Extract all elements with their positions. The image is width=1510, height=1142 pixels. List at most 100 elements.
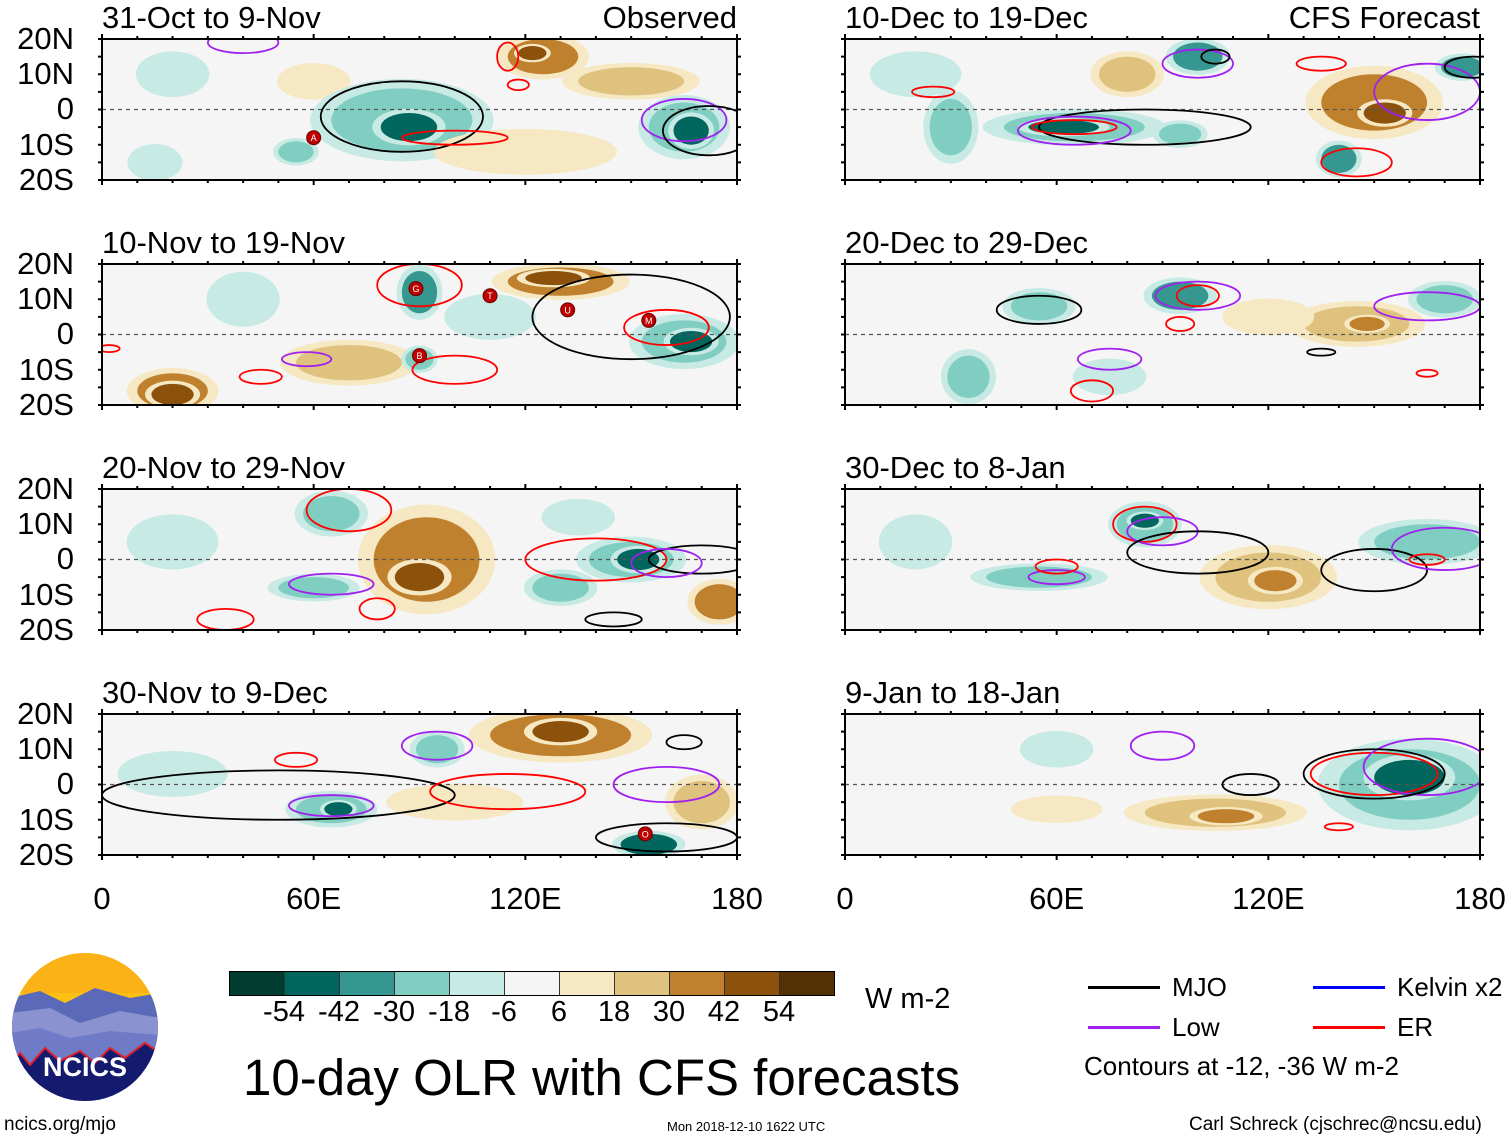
contour-er bbox=[376, 264, 463, 308]
colorbar-tick-label: 42 bbox=[707, 996, 741, 1028]
map-panel bbox=[841, 709, 1484, 860]
lon-label: 120E bbox=[489, 881, 562, 916]
olr-anomaly bbox=[1254, 570, 1297, 592]
lat-label: 20S bbox=[18, 161, 74, 197]
olr-anomaly bbox=[1197, 809, 1255, 824]
contour-er bbox=[911, 85, 956, 99]
map-panel bbox=[98, 484, 741, 635]
cyclone-label: O bbox=[642, 829, 649, 839]
colorbar bbox=[229, 971, 835, 996]
legend-label: Kelvin x2 bbox=[1397, 972, 1503, 1002]
legend-line-kelvin bbox=[1313, 986, 1385, 989]
contour-mjo bbox=[531, 273, 731, 361]
olr-anomaly bbox=[550, 503, 607, 532]
olr-anomaly bbox=[296, 345, 402, 381]
contour-er bbox=[1309, 751, 1439, 796]
contour-low bbox=[1362, 737, 1480, 796]
legend-label: MJO bbox=[1172, 972, 1227, 1002]
olr-anomaly bbox=[986, 566, 1092, 588]
contour-er bbox=[102, 344, 121, 354]
olr-anomaly bbox=[214, 278, 272, 321]
colorbar-tick-label: -54 bbox=[263, 996, 305, 1028]
colorbar-swatch bbox=[340, 972, 395, 995]
contour-low bbox=[1016, 115, 1132, 146]
olr-anomaly bbox=[380, 113, 438, 142]
cyclone-label: G bbox=[412, 284, 419, 294]
olr-anomaly bbox=[324, 802, 353, 817]
olr-anomaly bbox=[1374, 759, 1445, 796]
contour-er bbox=[1165, 315, 1196, 332]
contour-er bbox=[1069, 379, 1115, 403]
olr-anomaly bbox=[1010, 292, 1068, 321]
lat-label: 20S bbox=[18, 386, 74, 422]
figure-title: 10-day OLR with CFS forecasts bbox=[243, 1049, 961, 1106]
contour-er bbox=[496, 41, 520, 72]
cyclone-label: B bbox=[416, 351, 422, 361]
lat-label: 10N bbox=[17, 281, 74, 317]
olr-anomaly bbox=[303, 496, 360, 532]
contour-low bbox=[1129, 730, 1196, 761]
contour-mjo bbox=[665, 734, 703, 751]
colorbar-swatch bbox=[560, 972, 615, 995]
olr-anomaly bbox=[1233, 302, 1304, 331]
lon-label: 0 bbox=[93, 881, 111, 916]
cyclone-marker bbox=[560, 302, 576, 318]
contour-mjo bbox=[1038, 108, 1252, 146]
lat-label: 20N bbox=[17, 21, 74, 56]
contour-note: Contours at -12, -36 W m-2 bbox=[1084, 1051, 1399, 1081]
olr-anomaly bbox=[673, 116, 709, 145]
panel-title: 30-Dec to 8-Jan bbox=[845, 450, 1066, 485]
olr-anomaly bbox=[144, 56, 201, 92]
contour-mjo bbox=[1221, 773, 1280, 796]
colorbar-tick-label: -42 bbox=[318, 996, 360, 1028]
contour-er bbox=[1295, 55, 1347, 72]
contour-er bbox=[1323, 822, 1354, 832]
contour-er bbox=[1408, 553, 1446, 566]
colorbar-tick-label: 6 bbox=[550, 996, 568, 1028]
contour-low bbox=[281, 351, 333, 368]
lon-label: 180 bbox=[1454, 881, 1506, 916]
lon-label: 120E bbox=[1232, 881, 1305, 916]
contour-er bbox=[1034, 558, 1079, 575]
colorbar-swatch bbox=[230, 972, 285, 995]
lat-label: 20S bbox=[18, 611, 74, 647]
olr-anomaly bbox=[454, 299, 526, 335]
contour-er bbox=[1415, 368, 1439, 378]
olr-anomaly bbox=[1099, 56, 1156, 92]
olr-anomaly bbox=[947, 355, 990, 398]
panel-tag: Observed bbox=[602, 0, 737, 35]
colorbar-swatch bbox=[450, 972, 505, 995]
olr-anomaly bbox=[401, 788, 508, 817]
contour-er bbox=[411, 354, 499, 385]
footer-url[interactable]: ncics.org/mjo bbox=[4, 1114, 116, 1135]
lat-label: 0 bbox=[56, 91, 74, 127]
contour-mjo bbox=[595, 822, 737, 853]
contour-mjo bbox=[1306, 347, 1337, 357]
olr-anomaly bbox=[1416, 285, 1473, 314]
map-panel: G T U M B bbox=[98, 259, 741, 410]
olr-anomaly bbox=[887, 520, 944, 564]
contour-er bbox=[238, 368, 283, 385]
panel-title: 31-Oct to 9-Nov bbox=[102, 0, 321, 35]
contour-mjo bbox=[1320, 548, 1428, 593]
olr-anomaly bbox=[394, 563, 445, 592]
map-panel bbox=[841, 484, 1484, 635]
olr-anomaly bbox=[1173, 42, 1223, 71]
units-label: W m-2 bbox=[865, 983, 951, 1015]
olr-anomaly bbox=[278, 577, 349, 599]
olr-anomaly bbox=[518, 46, 547, 61]
olr-anomaly bbox=[578, 67, 685, 96]
lat-label: 0 bbox=[56, 316, 74, 352]
colorbar-swatch bbox=[725, 972, 780, 995]
cyclone-label: T bbox=[487, 291, 493, 301]
contour-mjo bbox=[647, 544, 737, 575]
panel-title: 10-Dec to 19-Dec bbox=[845, 0, 1088, 35]
lon-label: 180 bbox=[711, 881, 763, 916]
lat-label: 20N bbox=[17, 471, 74, 506]
contour-mjo bbox=[319, 80, 484, 153]
colorbar-swatch bbox=[780, 972, 834, 995]
contour-low bbox=[288, 572, 375, 596]
olr-anomaly bbox=[278, 141, 314, 163]
lon-label: 0 bbox=[836, 881, 854, 916]
